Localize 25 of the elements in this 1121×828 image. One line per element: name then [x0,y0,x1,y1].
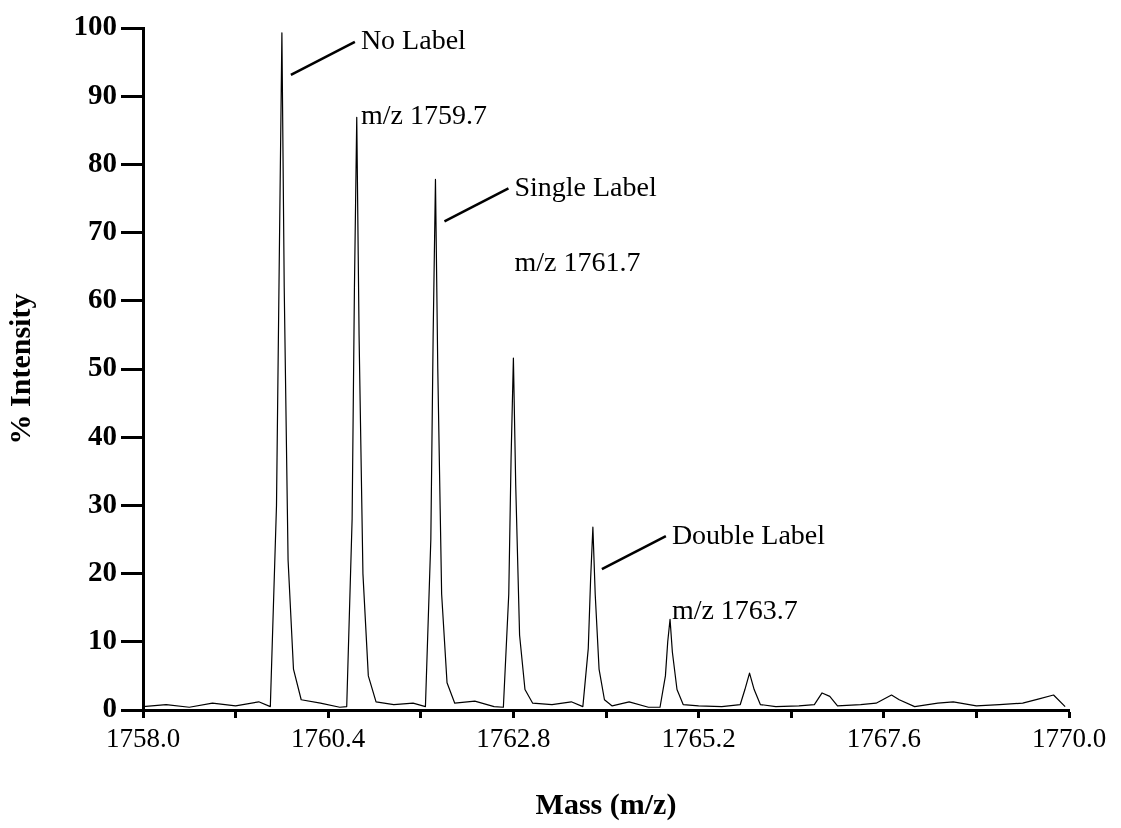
y-tick-label: 50 [88,350,117,383]
x-tick-label: 1767.6 [846,723,921,754]
x-axis-title: Mass (m/z) [535,786,677,821]
y-tick-label: 90 [88,77,117,110]
y-tick-label: 30 [88,486,117,519]
y-tick-label: 70 [88,214,117,247]
x-tick-label: 1770.0 [1031,723,1107,754]
y-tick-label: 40 [88,418,117,451]
annotation: m/z 1761.7 [514,245,641,277]
y-tick-label: 10 [88,623,117,656]
annotation: No Label [360,24,467,56]
annotation: Double Label [671,518,826,550]
annotation: m/z 1759.7 [360,99,487,131]
y-tick-label: 100 [73,9,117,42]
x-tick-label: 1765.2 [661,723,736,754]
y-tick-label: 80 [88,145,117,178]
annotation: Single Label [514,170,657,202]
y-tick-label: 0 [102,691,117,724]
x-tick-label: 1762.8 [476,723,551,754]
x-tick-label: 1760.4 [291,723,366,754]
y-axis-title: % Intensity [2,293,36,445]
annotation: m/z 1763.7 [671,593,798,625]
y-tick-label: 20 [88,555,117,588]
y-tick-label: 60 [88,282,117,315]
x-tick-label: 1758.0 [105,723,181,754]
